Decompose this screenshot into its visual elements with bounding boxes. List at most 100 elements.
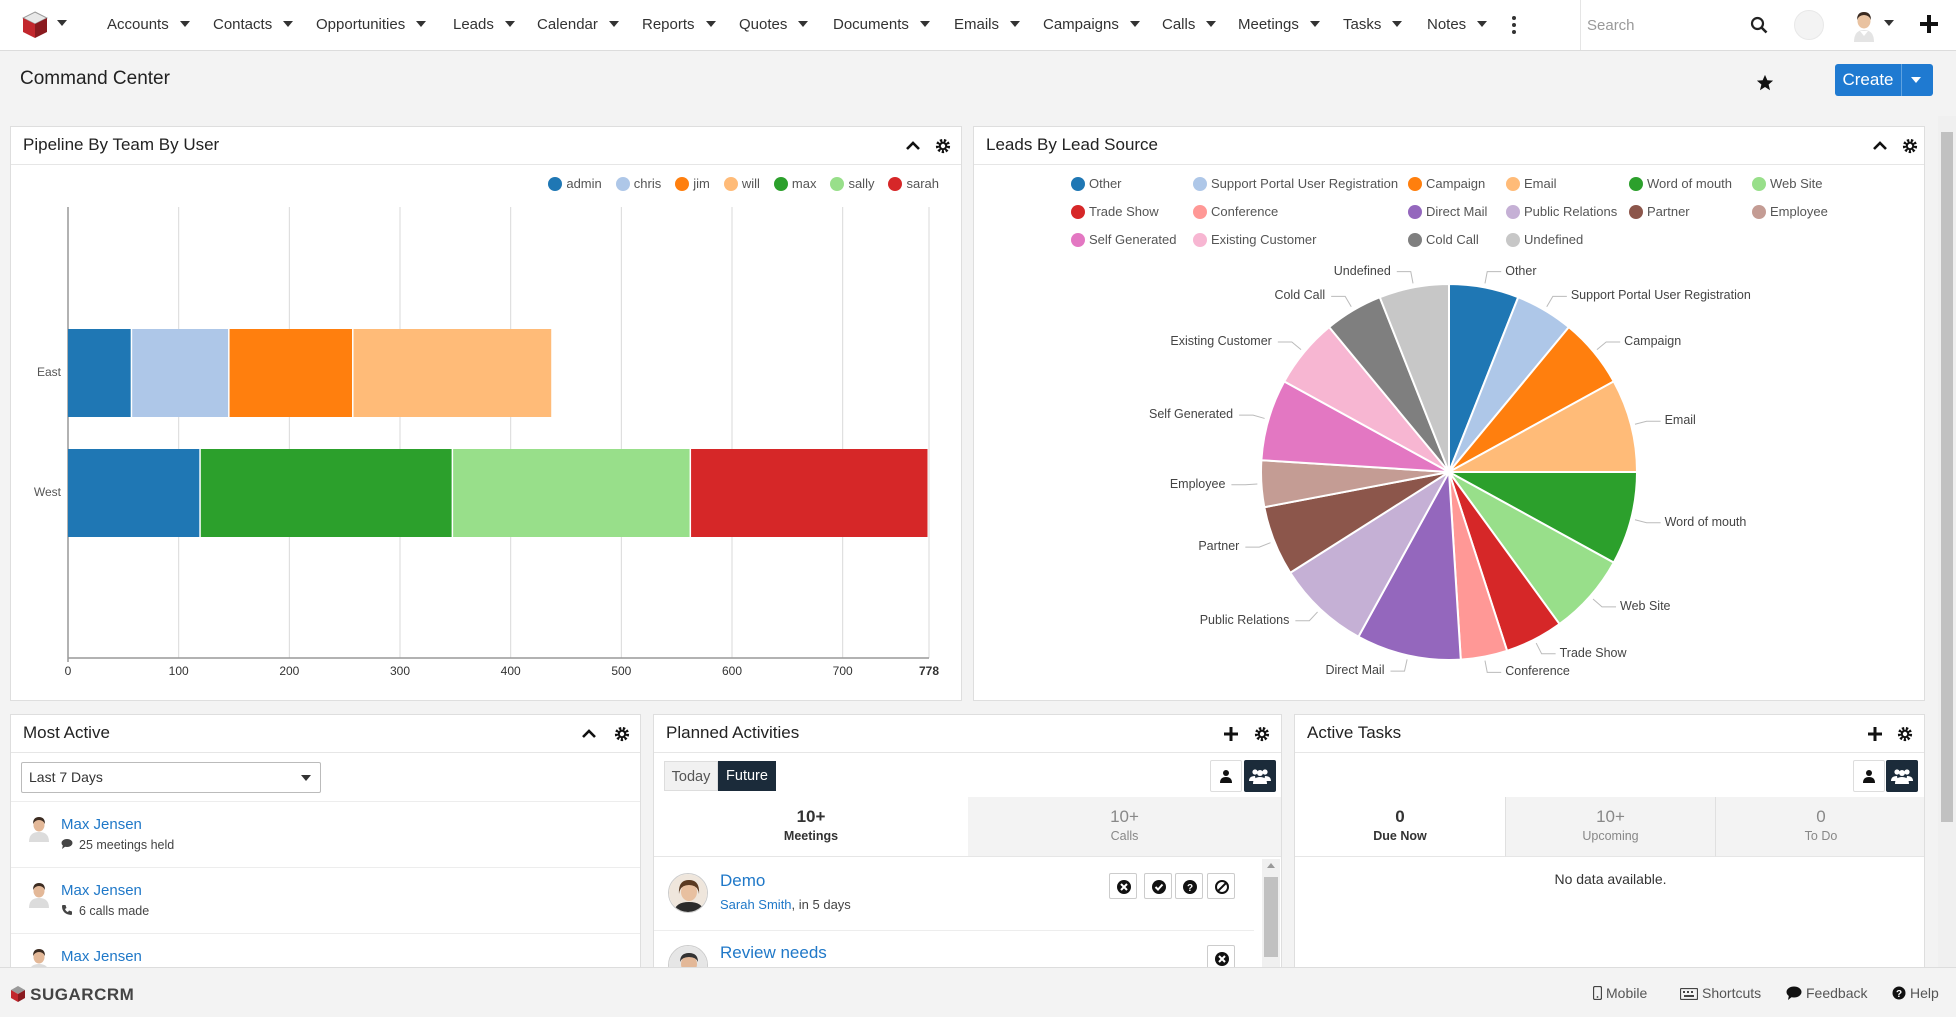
activity-title-link[interactable]: Review needs bbox=[720, 943, 827, 962]
help-link[interactable]: ? Help bbox=[1892, 985, 1939, 1001]
tab-upcoming[interactable]: 10+ Upcoming bbox=[1505, 797, 1715, 857]
search-icon[interactable] bbox=[1750, 16, 1768, 34]
legend-self-generated[interactable]: Self Generated bbox=[1071, 232, 1176, 248]
dashlet-settings-gear-icon[interactable] bbox=[1896, 725, 1914, 743]
close-action-button[interactable] bbox=[1109, 873, 1137, 899]
user-name-link[interactable]: Max Jensen bbox=[61, 948, 142, 965]
user-avatar[interactable] bbox=[1848, 8, 1880, 42]
my-items-button[interactable] bbox=[1853, 760, 1885, 792]
legend-cold-call[interactable]: Cold Call bbox=[1408, 232, 1479, 248]
collapse-chevron-up-icon[interactable] bbox=[1871, 137, 1889, 155]
cancel-action-button[interactable] bbox=[1207, 873, 1235, 899]
chevron-down-icon bbox=[504, 21, 515, 27]
nav-contacts[interactable]: Contacts bbox=[213, 0, 294, 50]
legend-trade-show[interactable]: Trade Show bbox=[1071, 204, 1159, 220]
legend-email[interactable]: Email bbox=[1506, 176, 1557, 192]
pie-leader-line bbox=[1546, 295, 1567, 307]
add-activity-plus-icon[interactable] bbox=[1222, 725, 1240, 743]
notifications-bubble[interactable] bbox=[1794, 10, 1824, 40]
user-menu-caret-icon[interactable] bbox=[1884, 20, 1894, 26]
create-dropdown-caret-icon[interactable] bbox=[1911, 77, 1921, 83]
legend-jim[interactable]: jim bbox=[675, 176, 710, 192]
scrollbar-thumb[interactable] bbox=[1264, 877, 1278, 957]
collapse-chevron-up-icon[interactable] bbox=[904, 137, 922, 155]
more-modules-icon[interactable] bbox=[1512, 16, 1516, 34]
nav-documents[interactable]: Documents bbox=[833, 0, 930, 50]
legend-public-relations[interactable]: Public Relations bbox=[1506, 204, 1617, 220]
nav-tasks[interactable]: Tasks bbox=[1343, 0, 1403, 50]
legend-chris[interactable]: chris bbox=[615, 176, 661, 192]
pie-leader-line bbox=[1239, 414, 1265, 419]
legend-word-of-mouth[interactable]: Word of mouth bbox=[1629, 176, 1732, 192]
activity-title-link[interactable]: Demo bbox=[720, 871, 766, 890]
nav-meetings[interactable]: Meetings bbox=[1238, 0, 1320, 50]
dashlet-settings-gear-icon[interactable] bbox=[1901, 137, 1919, 155]
nav-campaigns[interactable]: Campaigns bbox=[1043, 0, 1140, 50]
legend-other[interactable]: Other bbox=[1071, 176, 1122, 192]
nav-calls[interactable]: Calls bbox=[1162, 0, 1217, 50]
legend-conference[interactable]: Conference bbox=[1193, 204, 1278, 220]
legend-sarah[interactable]: sarah bbox=[888, 176, 939, 192]
question-action-button[interactable]: ? bbox=[1175, 873, 1203, 899]
tab-to-do[interactable]: 0 To Do bbox=[1715, 797, 1924, 857]
global-search-input[interactable] bbox=[1581, 0, 1741, 50]
mobile-phone-icon bbox=[1592, 985, 1603, 1001]
nav-notes[interactable]: Notes bbox=[1427, 0, 1488, 50]
legend-campaign[interactable]: Campaign bbox=[1408, 176, 1485, 192]
legend-direct-mail[interactable]: Direct Mail bbox=[1408, 204, 1487, 220]
logo-menu-caret-icon[interactable] bbox=[57, 20, 67, 26]
favorite-star-icon[interactable] bbox=[1756, 74, 1774, 92]
legend-will[interactable]: will bbox=[723, 176, 760, 192]
nav-opportunities[interactable]: Opportunities bbox=[316, 0, 427, 50]
sugar-cube-logo-icon[interactable] bbox=[22, 11, 48, 39]
legend-label: Undefined bbox=[1524, 232, 1584, 247]
date-range-select[interactable]: Last 7 Days bbox=[21, 762, 321, 793]
add-task-plus-icon[interactable] bbox=[1866, 725, 1884, 743]
dashlet-settings-gear-icon[interactable] bbox=[613, 725, 631, 743]
tab-calls[interactable]: 10+ Calls bbox=[968, 797, 1281, 857]
my-items-button[interactable] bbox=[1210, 760, 1242, 792]
nav-accounts[interactable]: Accounts bbox=[107, 0, 190, 50]
activities-scrollbar[interactable] bbox=[1262, 859, 1280, 973]
user-avatar[interactable] bbox=[26, 814, 52, 842]
close-action-button[interactable] bbox=[1207, 945, 1235, 971]
legend-admin[interactable]: admin bbox=[548, 176, 602, 192]
dashlet-settings-gear-icon[interactable] bbox=[1253, 725, 1271, 743]
nav-calendar[interactable]: Calendar bbox=[537, 0, 619, 50]
legend-partner[interactable]: Partner bbox=[1629, 204, 1690, 220]
legend-sally[interactable]: sally bbox=[830, 176, 874, 192]
create-button[interactable]: Create bbox=[1835, 64, 1933, 96]
filter-future-button[interactable]: Future bbox=[718, 761, 776, 791]
nav-emails[interactable]: Emails bbox=[954, 0, 1021, 50]
team-items-button[interactable] bbox=[1244, 760, 1276, 792]
legend-support-portal-user-registration[interactable]: Support Portal User Registration bbox=[1193, 176, 1398, 192]
legend-employee[interactable]: Employee bbox=[1752, 204, 1828, 220]
user-name-link[interactable]: Max Jensen bbox=[61, 882, 142, 899]
team-items-button[interactable] bbox=[1886, 760, 1918, 792]
user-avatar[interactable] bbox=[26, 880, 52, 908]
sugarcrm-footer-logo[interactable]: SUGARCRM bbox=[10, 985, 134, 1004]
legend-existing-customer[interactable]: Existing Customer bbox=[1193, 232, 1316, 248]
nav-quotes[interactable]: Quotes bbox=[739, 0, 809, 50]
scroll-up-arrow-icon[interactable] bbox=[1267, 863, 1275, 868]
assignee-avatar[interactable] bbox=[668, 873, 708, 913]
legend-max[interactable]: max bbox=[773, 176, 816, 192]
nav-reports[interactable]: Reports bbox=[642, 0, 716, 50]
feedback-link[interactable]: Feedback bbox=[1786, 985, 1867, 1001]
page-scrollbar-thumb[interactable] bbox=[1941, 132, 1953, 822]
legend-web-site[interactable]: Web Site bbox=[1752, 176, 1823, 192]
mobile-link[interactable]: Mobile bbox=[1592, 985, 1647, 1001]
collapse-chevron-up-icon[interactable] bbox=[580, 725, 598, 743]
assignee-link[interactable]: Sarah Smith bbox=[720, 897, 792, 912]
legend-undefined[interactable]: Undefined bbox=[1506, 232, 1583, 248]
filter-today-button[interactable]: Today bbox=[664, 761, 718, 791]
check-action-button[interactable] bbox=[1144, 873, 1172, 899]
shortcuts-link[interactable]: Shortcuts bbox=[1679, 985, 1761, 1001]
dashlet-settings-gear-icon[interactable] bbox=[934, 137, 952, 155]
tab-meetings[interactable]: 10+ Meetings bbox=[654, 797, 968, 857]
user-name-link[interactable]: Max Jensen bbox=[61, 816, 142, 833]
page-scrollbar[interactable] bbox=[1938, 116, 1956, 967]
quick-create-plus-icon[interactable] bbox=[1918, 13, 1940, 35]
nav-leads[interactable]: Leads bbox=[453, 0, 515, 50]
tab-due-now[interactable]: 0 Due Now bbox=[1295, 797, 1505, 857]
